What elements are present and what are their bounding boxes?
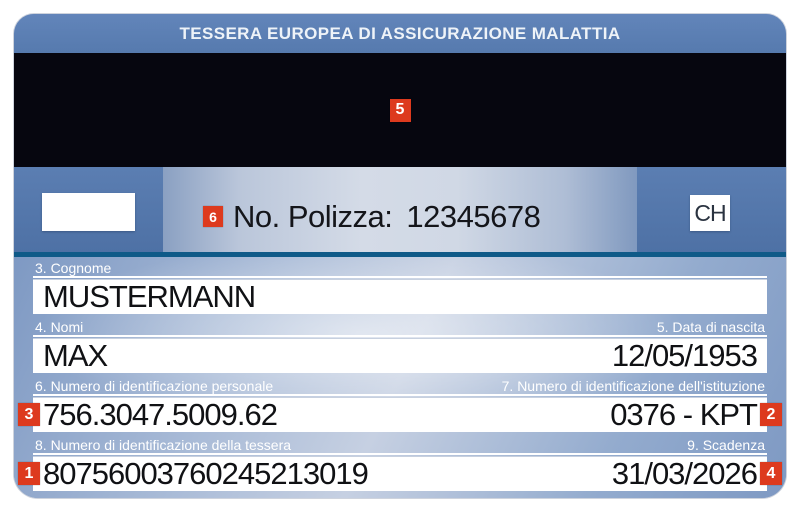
id-personale-label: 6. Numero di identificazione personale [35, 378, 274, 394]
cognome-field: MUSTERMANN [33, 279, 767, 314]
policy-number-value: 12345678 [406, 198, 541, 234]
data-nascita-value: 12/05/1953 [611, 337, 758, 373]
marker-6: 6 [203, 206, 223, 227]
id-tessera-value: 80756003760245213019 [43, 455, 369, 491]
scadenza-label: 9. Scadenza [687, 437, 765, 453]
nomi-label: 4. Nomi [35, 319, 84, 335]
id-istituzione-label: 7. Numero di identificazione dell'istitu… [501, 378, 765, 394]
label-row: 6. Numero di identificazione personale 7… [33, 378, 767, 396]
cognome-value: MUSTERMANN [43, 278, 256, 314]
country-code-box: CH [690, 195, 730, 231]
card-title-bar: TESSERA EUROPEA DI ASSICURAZIONE MALATTI… [14, 14, 786, 53]
field-row-cognome: 3. Cognome MUSTERMANN [33, 260, 767, 314]
nomi-nascita-field: MAX 12/05/1953 [33, 338, 767, 373]
marker-5: 5 [389, 98, 411, 122]
label-row: 8. Numero di identificazione della tesse… [33, 437, 767, 455]
policy-band: 6 No. Polizza: 12345678 CH [14, 167, 786, 252]
id-personale-value: 756.3047.5009.62 [43, 396, 278, 432]
marker-1: 1 [18, 462, 40, 485]
cognome-label: 3. Cognome [35, 260, 112, 276]
marker-3: 3 [18, 403, 40, 426]
marker-2: 2 [760, 403, 782, 426]
field-row-tessera-scadenza: 8. Numero di identificazione della tesse… [33, 437, 767, 491]
signature-box [42, 193, 135, 231]
tessera-scadenza-field: 80756003760245213019 31/03/2026 [33, 456, 767, 491]
field-row-nomi-nascita: 4. Nomi 5. Data di nascita MAX 12/05/195… [33, 319, 767, 373]
card-title: TESSERA EUROPEA DI ASSICURAZIONE MALATTI… [179, 23, 621, 43]
country-code: CH [694, 199, 726, 226]
id-tessera-label: 8. Numero di identificazione della tesse… [35, 437, 292, 453]
scadenza-value: 31/03/2026 [611, 455, 758, 491]
divider-line [14, 252, 786, 257]
field-row-id-personale-istituzione: 6. Numero di identificazione personale 7… [33, 378, 767, 432]
personal-data-section: 3. Cognome MUSTERMANN 4. Nomi 5. Data di… [14, 257, 786, 498]
data-nascita-label: 5. Data di nascita [656, 319, 765, 335]
ehic-card: TESSERA EUROPEA DI ASSICURAZIONE MALATTI… [14, 14, 786, 498]
label-row: 3. Cognome [33, 260, 767, 278]
id-istituzione-value: 0376 - KPT [610, 396, 758, 432]
nomi-value: MAX [43, 337, 108, 373]
label-row: 4. Nomi 5. Data di nascita [33, 319, 767, 337]
id-personale-istituzione-field: 756.3047.5009.62 0376 - KPT [33, 397, 767, 432]
policy-number-label: No. Polizza: [233, 198, 393, 234]
marker-4: 4 [760, 462, 782, 485]
policy-panel: 6 No. Polizza: 12345678 [163, 167, 637, 252]
magnetic-stripe: 5 [14, 53, 786, 167]
